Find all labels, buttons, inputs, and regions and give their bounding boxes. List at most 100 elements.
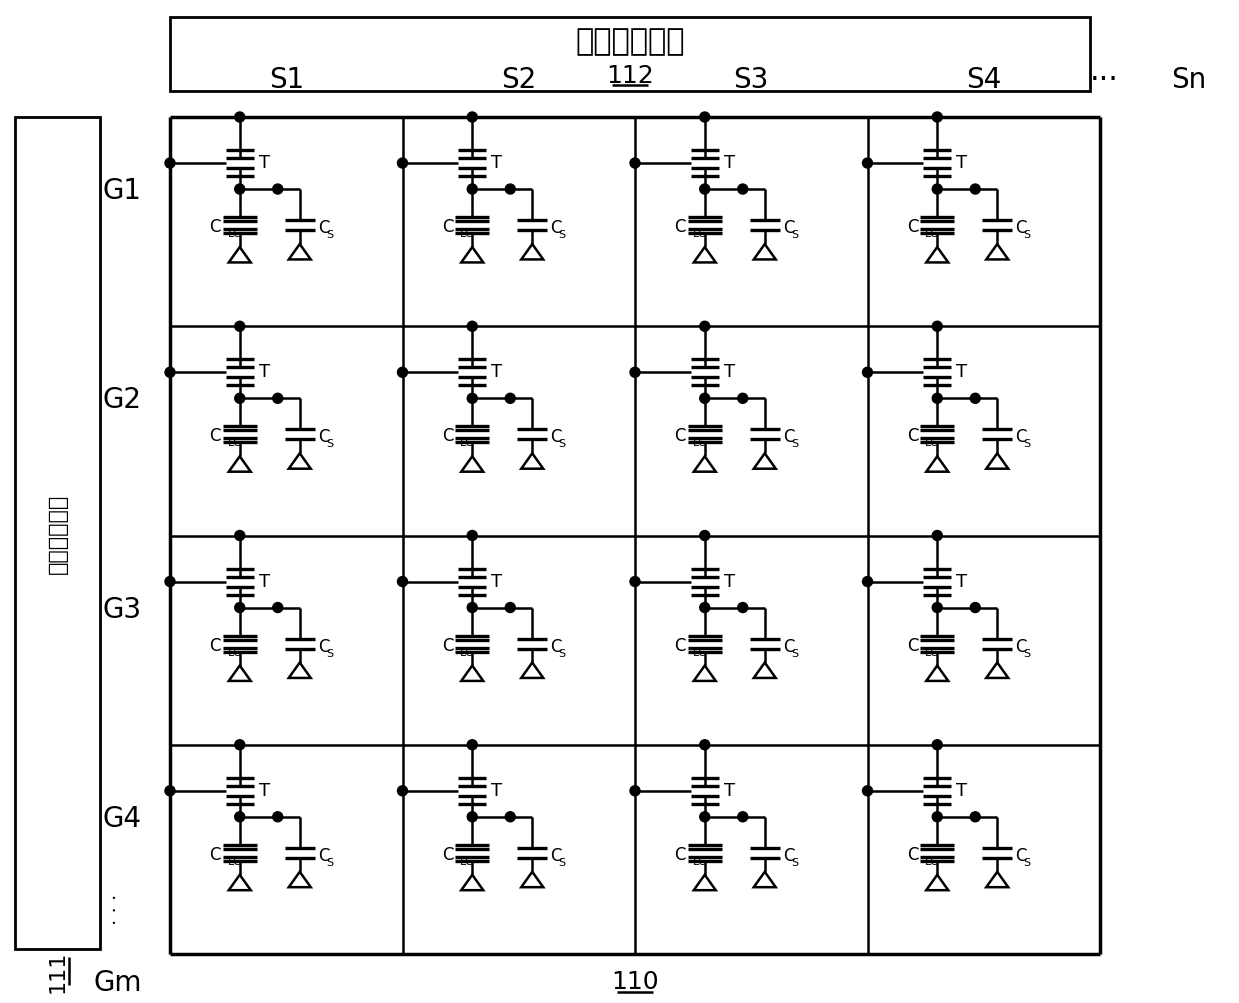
Text: T: T bbox=[259, 572, 270, 590]
Text: S: S bbox=[326, 230, 333, 240]
Circle shape bbox=[700, 185, 710, 195]
Text: C: C bbox=[442, 636, 453, 654]
Circle shape bbox=[506, 394, 515, 404]
Text: T: T bbox=[724, 153, 735, 172]
Circle shape bbox=[700, 740, 710, 750]
Text: LC: LC bbox=[228, 229, 242, 239]
Text: T: T bbox=[724, 781, 735, 799]
Text: C: C bbox=[209, 218, 221, 236]
Text: C: C bbox=[317, 428, 330, 446]
Text: T: T bbox=[491, 153, 502, 172]
Text: Gm: Gm bbox=[94, 968, 142, 996]
Text: T: T bbox=[724, 572, 735, 590]
Text: C: C bbox=[550, 637, 561, 655]
Text: LC: LC bbox=[460, 229, 475, 239]
Circle shape bbox=[467, 322, 477, 332]
Text: S1: S1 bbox=[269, 66, 304, 94]
Circle shape bbox=[234, 531, 245, 541]
Circle shape bbox=[737, 394, 748, 404]
Text: LC: LC bbox=[460, 856, 475, 866]
Circle shape bbox=[467, 812, 477, 822]
Text: C: C bbox=[907, 218, 918, 236]
Circle shape bbox=[398, 577, 408, 587]
Circle shape bbox=[467, 394, 477, 404]
Text: C: C bbox=[674, 845, 685, 863]
Text: C: C bbox=[317, 637, 330, 655]
Text: C: C bbox=[674, 218, 685, 236]
Text: LC: LC bbox=[693, 438, 706, 447]
Text: S: S bbox=[559, 857, 565, 867]
Text: T: T bbox=[491, 363, 502, 381]
Circle shape bbox=[273, 812, 282, 822]
Circle shape bbox=[862, 158, 872, 169]
Text: S: S bbox=[326, 857, 333, 867]
Text: G2: G2 bbox=[103, 386, 141, 414]
Circle shape bbox=[165, 158, 175, 169]
Circle shape bbox=[932, 394, 942, 404]
Text: C: C bbox=[550, 846, 561, 864]
Circle shape bbox=[700, 322, 710, 332]
Text: S: S bbox=[790, 439, 798, 448]
Text: C: C bbox=[907, 636, 918, 654]
Text: S2: S2 bbox=[501, 66, 536, 94]
Text: C: C bbox=[783, 637, 794, 655]
Circle shape bbox=[234, 113, 245, 123]
Circle shape bbox=[398, 158, 408, 169]
Circle shape bbox=[700, 394, 710, 404]
Text: C: C bbox=[907, 427, 918, 445]
Circle shape bbox=[398, 368, 408, 378]
Text: S: S bbox=[790, 648, 798, 658]
Circle shape bbox=[234, 812, 245, 822]
Text: S: S bbox=[559, 230, 565, 240]
Text: S: S bbox=[1023, 857, 1031, 867]
Text: 110: 110 bbox=[611, 969, 659, 993]
Text: T: T bbox=[957, 153, 968, 172]
Text: LC: LC bbox=[228, 647, 242, 657]
Text: C: C bbox=[783, 219, 794, 237]
Text: T: T bbox=[259, 363, 270, 381]
Bar bbox=[170, 18, 1090, 92]
Circle shape bbox=[273, 394, 282, 404]
Text: C: C bbox=[783, 428, 794, 446]
Text: LC: LC bbox=[228, 438, 242, 447]
Text: S: S bbox=[1023, 439, 1031, 448]
Text: C: C bbox=[1015, 637, 1027, 655]
Text: LC: LC bbox=[460, 438, 475, 447]
Circle shape bbox=[932, 531, 942, 541]
Circle shape bbox=[970, 185, 980, 195]
Text: C: C bbox=[1015, 428, 1027, 446]
Text: C: C bbox=[550, 219, 561, 237]
Circle shape bbox=[932, 322, 942, 332]
Text: T: T bbox=[491, 781, 502, 799]
Text: LC: LC bbox=[228, 856, 242, 866]
Circle shape bbox=[737, 603, 748, 613]
Circle shape bbox=[165, 577, 175, 587]
Circle shape bbox=[932, 603, 942, 613]
Circle shape bbox=[737, 812, 748, 822]
Text: C: C bbox=[674, 427, 685, 445]
Circle shape bbox=[700, 113, 710, 123]
Text: T: T bbox=[957, 363, 968, 381]
Text: LC: LC bbox=[926, 438, 939, 447]
Text: C: C bbox=[209, 427, 221, 445]
Circle shape bbox=[629, 786, 641, 796]
Circle shape bbox=[629, 368, 641, 378]
Text: C: C bbox=[907, 845, 918, 863]
Circle shape bbox=[234, 740, 245, 750]
Circle shape bbox=[467, 113, 477, 123]
Circle shape bbox=[932, 113, 942, 123]
Text: C: C bbox=[674, 636, 685, 654]
Text: C: C bbox=[209, 845, 221, 863]
Text: T: T bbox=[957, 781, 968, 799]
Text: T: T bbox=[957, 572, 968, 590]
Text: C: C bbox=[783, 846, 794, 864]
Circle shape bbox=[970, 394, 980, 404]
Text: G4: G4 bbox=[103, 804, 141, 832]
Text: · · ·: · · · bbox=[107, 893, 125, 924]
Circle shape bbox=[467, 740, 477, 750]
Circle shape bbox=[629, 158, 641, 169]
Circle shape bbox=[862, 786, 872, 796]
Text: C: C bbox=[442, 218, 453, 236]
Text: S3: S3 bbox=[733, 66, 769, 94]
Text: LC: LC bbox=[693, 856, 706, 866]
